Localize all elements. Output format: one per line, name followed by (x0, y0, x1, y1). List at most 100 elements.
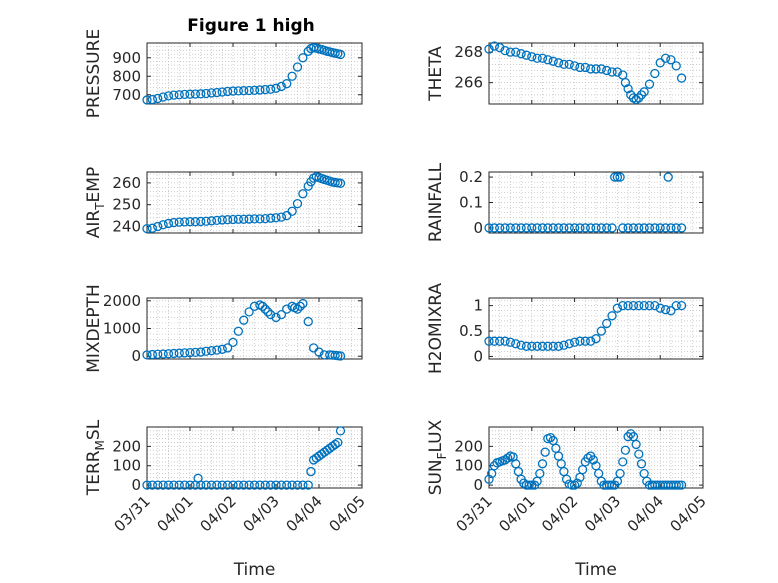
data-point (244, 307, 254, 317)
y-axis-label-main: AIR (84, 210, 104, 239)
panel-air_temp: 240 250 260 AIRTEMP (84, 167, 363, 239)
y-axis-label-tail: LUX (426, 419, 446, 452)
data-point (142, 223, 152, 234)
data-point (287, 206, 297, 216)
panel-theta: 266 268 THETA (426, 41, 704, 105)
data-point (265, 213, 276, 223)
data-point (660, 305, 671, 315)
data-point (271, 213, 281, 223)
data-point (201, 480, 211, 490)
data-point (561, 474, 572, 484)
data-point (298, 189, 308, 199)
data-point (580, 62, 590, 73)
data-point (500, 223, 510, 233)
data-point (179, 89, 190, 100)
data-point (163, 480, 174, 490)
data-point (567, 480, 577, 490)
data-point (586, 64, 596, 74)
data-point (185, 347, 195, 358)
data-point (201, 216, 211, 226)
data-point (607, 67, 617, 77)
data-point (559, 223, 569, 233)
y-tick-label: 0.2 (459, 168, 483, 186)
y-axis-label-tail: SL (84, 419, 104, 440)
data-point (147, 94, 158, 105)
data-point (548, 56, 558, 66)
y-tick-label: 900 (112, 49, 141, 67)
data-point (484, 474, 494, 484)
data-point (179, 217, 190, 227)
data-point (282, 480, 292, 490)
data-point (174, 480, 184, 490)
data-point (190, 217, 201, 227)
data-point (516, 49, 526, 59)
data-point (206, 88, 217, 98)
data-point (222, 86, 233, 97)
data-point (212, 87, 222, 98)
data-point (527, 52, 537, 62)
data-point (655, 223, 665, 233)
axes-frame (488, 42, 704, 105)
data-point (163, 349, 174, 359)
data-point (537, 223, 548, 233)
data-point (147, 349, 158, 360)
data-point (228, 86, 238, 96)
data-point (222, 215, 233, 225)
data-point (239, 86, 249, 96)
data-point (201, 346, 211, 356)
data-point (612, 67, 623, 77)
data-point (306, 466, 316, 477)
data-point (639, 300, 649, 311)
data-point (666, 55, 676, 65)
data-point (158, 220, 168, 230)
data-point (607, 223, 617, 233)
data-point (222, 343, 233, 353)
data-point (489, 41, 500, 51)
y-tick-label: 0.1 (459, 194, 483, 212)
data-point (575, 62, 585, 73)
data-point (265, 84, 276, 94)
data-point (650, 300, 660, 311)
data-point (260, 480, 270, 490)
data-point (158, 92, 168, 102)
data-point (244, 480, 254, 490)
data-point (543, 223, 553, 233)
data-point (153, 480, 163, 490)
y-tick-label: 200 (112, 437, 141, 455)
data-point (196, 89, 206, 99)
data-point (553, 58, 564, 68)
data-point (212, 480, 222, 490)
y-tick-label: 250 (112, 196, 141, 214)
data-point (660, 53, 671, 63)
y-axis-label-subscript: F (435, 452, 449, 459)
data-point (511, 339, 521, 349)
data-point (671, 300, 681, 311)
data-point (655, 58, 665, 68)
data-point (628, 300, 639, 311)
data-point (233, 480, 244, 490)
data-point (276, 212, 287, 222)
y-axis-label: H2OMIXRA (426, 283, 446, 374)
data-point (335, 49, 346, 60)
data-point (158, 349, 168, 359)
data-point (620, 445, 631, 455)
data-point (511, 47, 521, 57)
data-point (503, 453, 513, 463)
data-point (524, 480, 534, 490)
data-point (623, 84, 633, 94)
figure-title: Figure 1 high (187, 16, 315, 36)
data-point (521, 50, 532, 60)
data-point (559, 340, 569, 350)
data-point (537, 53, 548, 63)
data-point (295, 301, 305, 311)
data-point (548, 223, 558, 233)
data-point (228, 337, 238, 348)
data-point (169, 217, 179, 228)
data-point (564, 223, 574, 233)
data-point (543, 55, 553, 65)
data-point (217, 87, 227, 97)
data-point (249, 85, 260, 95)
data-point (618, 300, 628, 311)
y-axis-label: RAINFALL (426, 162, 446, 242)
data-point (634, 223, 644, 233)
